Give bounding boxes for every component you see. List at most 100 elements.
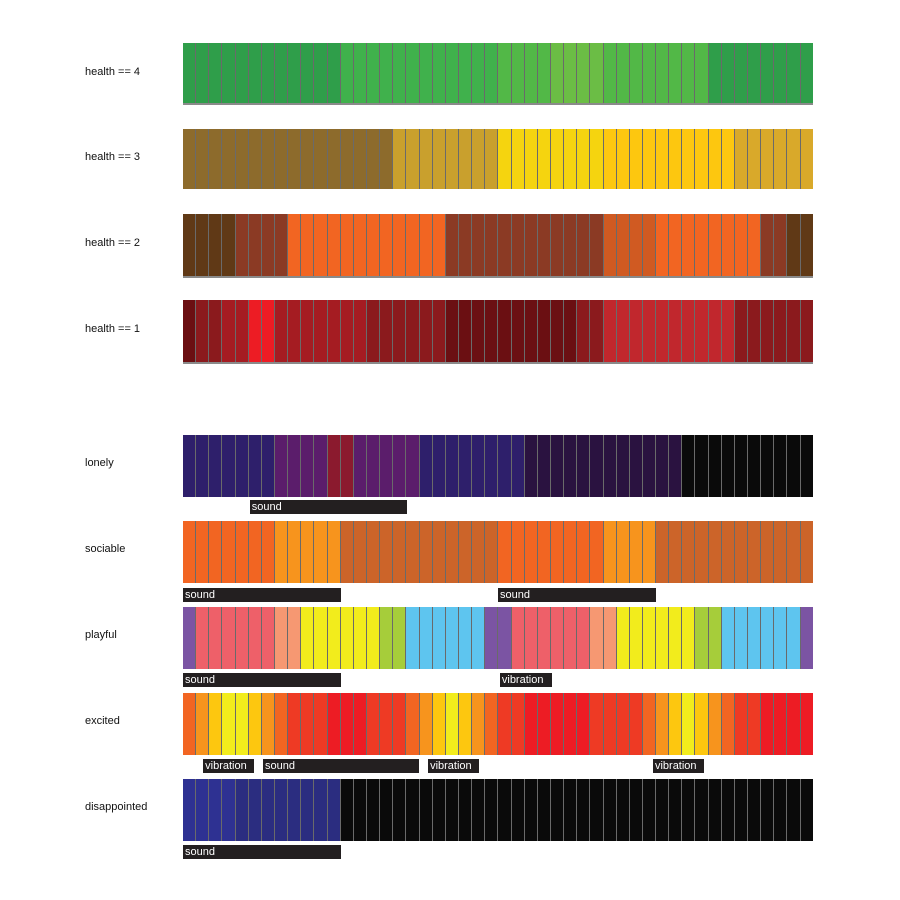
disappointed-segment <box>642 779 657 841</box>
sociable-segment <box>301 521 315 583</box>
health2-segment <box>458 214 473 276</box>
health3-segment <box>616 129 630 189</box>
excited-segment <box>393 693 407 755</box>
health2-segment <box>537 214 551 276</box>
health4-segment <box>656 43 670 103</box>
playful-segment <box>406 607 420 669</box>
health1-segment <box>445 300 459 362</box>
health4-segment <box>642 43 657 103</box>
sociable-segment <box>419 521 433 583</box>
strip-health-2 <box>183 214 813 278</box>
excited-segment <box>261 693 275 755</box>
health4-segment <box>288 43 302 103</box>
health3-segment <box>564 129 578 189</box>
health2-segment <box>485 214 499 276</box>
health3-segment <box>695 129 709 189</box>
disappointed-segment <box>629 779 643 841</box>
health3-segment <box>248 129 262 189</box>
sociable-segment <box>248 521 262 583</box>
lonely-segment <box>734 435 749 497</box>
playful-segment <box>485 607 499 669</box>
health4-segment <box>274 43 289 103</box>
lonely-segment <box>616 435 630 497</box>
health1-segment <box>419 300 433 362</box>
health2-segment <box>734 214 749 276</box>
health4-segment <box>511 43 525 103</box>
excited-segment <box>682 693 696 755</box>
disappointed-segment <box>380 779 394 841</box>
excited-segment <box>629 693 643 755</box>
sociable-segment <box>682 521 696 583</box>
health3-segment <box>288 129 302 189</box>
disappointed-segment <box>577 779 591 841</box>
health1-segment <box>380 300 394 362</box>
health1-segment <box>301 300 315 362</box>
playful-segment <box>498 607 512 669</box>
playful-segment <box>458 607 473 669</box>
health1-segment <box>787 300 801 362</box>
health4-segment <box>787 43 801 103</box>
disappointed-segment <box>511 779 525 841</box>
sociable-segment <box>761 521 775 583</box>
playful-segment <box>564 607 578 669</box>
sociable-segment <box>537 521 551 583</box>
health1-segment <box>537 300 551 362</box>
lonely-segment <box>327 435 341 497</box>
playful-segment <box>196 607 210 669</box>
health1-segment <box>366 300 381 362</box>
lonely-segment <box>498 435 512 497</box>
disappointed-segment <box>708 779 722 841</box>
health3-segment <box>458 129 473 189</box>
health2-segment <box>708 214 722 276</box>
lonely-segment <box>787 435 801 497</box>
sociable-segment <box>787 521 801 583</box>
health2-segment <box>393 214 407 276</box>
sociable-segment <box>432 521 446 583</box>
strip-health-4 <box>183 43 813 105</box>
sociable-segment <box>288 521 302 583</box>
health1-segment <box>761 300 775 362</box>
sound-tag: sound <box>498 588 656 602</box>
health3-segment <box>419 129 433 189</box>
health3-segment <box>669 129 683 189</box>
excited-segment <box>314 693 328 755</box>
health4-segment <box>734 43 749 103</box>
playful-segment <box>288 607 302 669</box>
lonely-segment <box>301 435 315 497</box>
health2-segment <box>248 214 262 276</box>
disappointed-segment <box>327 779 341 841</box>
health1-segment <box>603 300 617 362</box>
health2-segment <box>695 214 709 276</box>
health3-segment <box>235 129 249 189</box>
health2-segment <box>629 214 643 276</box>
disappointed-segment <box>432 779 446 841</box>
health3-segment <box>761 129 775 189</box>
disappointed-segment <box>445 779 459 841</box>
health3-segment <box>787 129 801 189</box>
health2-segment <box>590 214 604 276</box>
lonely-segment <box>774 435 788 497</box>
health2-segment <box>787 214 801 276</box>
lonely-segment <box>248 435 262 497</box>
excited-segment <box>708 693 722 755</box>
lonely-segment <box>590 435 604 497</box>
sociable-segment <box>406 521 420 583</box>
strip-health-3 <box>183 129 813 189</box>
health3-segment <box>577 129 591 189</box>
health2-segment <box>550 214 565 276</box>
health2-segment <box>380 214 394 276</box>
playful-segment <box>721 607 735 669</box>
row-label-health-3: health == 3 <box>85 151 141 163</box>
excited-segment <box>800 693 813 755</box>
health1-segment <box>656 300 670 362</box>
health1-segment <box>327 300 341 362</box>
health4-segment <box>209 43 223 103</box>
health4-segment <box>721 43 735 103</box>
sociable-segment <box>445 521 459 583</box>
health1-segment <box>695 300 709 362</box>
excited-segment <box>445 693 459 755</box>
health1-segment <box>498 300 512 362</box>
playful-segment <box>682 607 696 669</box>
health3-segment <box>209 129 223 189</box>
vibration-tag: vibration <box>499 673 552 687</box>
